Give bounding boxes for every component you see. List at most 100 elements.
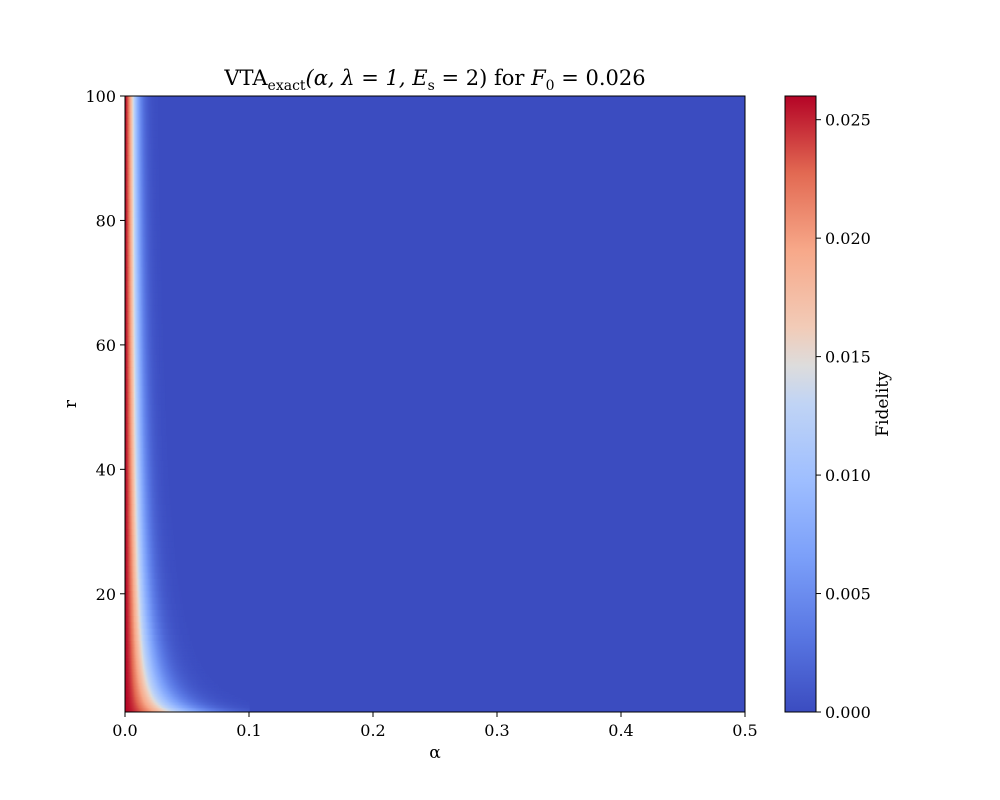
heatmap-cell bbox=[183, 652, 186, 656]
heatmap-cell bbox=[184, 676, 187, 679]
heatmap-cell bbox=[198, 684, 200, 687]
heatmap-cell bbox=[131, 559, 134, 567]
heatmap-cell bbox=[234, 705, 237, 708]
heatmap-cell bbox=[210, 699, 213, 702]
heatmap-cell bbox=[173, 596, 176, 604]
heatmap-cell bbox=[134, 671, 136, 674]
heatmap-cell bbox=[126, 694, 128, 698]
heatmap-cell bbox=[167, 649, 170, 652]
heatmap-cell bbox=[139, 696, 142, 699]
heatmap-cell bbox=[143, 673, 145, 676]
heatmap-cell bbox=[202, 684, 205, 687]
heatmap-cell bbox=[220, 696, 223, 699]
heatmap-cell bbox=[189, 677, 191, 680]
heatmap-cell bbox=[157, 590, 160, 598]
heatmap-cell bbox=[141, 673, 144, 676]
heatmap-cell bbox=[172, 643, 175, 646]
heatmap-cell bbox=[220, 705, 223, 708]
heatmap-cell bbox=[138, 590, 141, 598]
heatmap-cell bbox=[156, 670, 159, 673]
heatmap-cell bbox=[220, 710, 223, 712]
heatmap-cell bbox=[147, 460, 150, 467]
heatmap-cell bbox=[131, 646, 134, 649]
heatmap-cell bbox=[200, 687, 203, 690]
heatmap-cell bbox=[182, 691, 185, 694]
heatmap-cell bbox=[188, 666, 190, 670]
heatmap-cell bbox=[197, 691, 199, 694]
heatmap-cell bbox=[226, 705, 229, 708]
heatmap-cell bbox=[136, 534, 138, 542]
heatmap-cell bbox=[168, 679, 171, 682]
heatmap-cell bbox=[132, 553, 135, 561]
heatmap-cell bbox=[162, 666, 164, 670]
heatmap-cell bbox=[165, 665, 168, 668]
heatmap-cell bbox=[197, 668, 199, 671]
heatmap-cell bbox=[161, 676, 163, 679]
heatmap-cell bbox=[139, 516, 142, 523]
heatmap-cell bbox=[129, 460, 132, 467]
heatmap-cell bbox=[194, 668, 197, 671]
heatmap-cell bbox=[125, 673, 127, 676]
heatmap-cell bbox=[149, 673, 152, 676]
heatmap-cell bbox=[150, 590, 153, 598]
heatmap-cell bbox=[146, 659, 149, 662]
heatmap-cell bbox=[154, 547, 157, 554]
heatmap-cell bbox=[137, 671, 140, 674]
heatmap-cell bbox=[202, 676, 205, 679]
heatmap-cell bbox=[192, 687, 195, 690]
heatmap-cell bbox=[140, 484, 143, 492]
heatmap-cell bbox=[176, 651, 179, 654]
heatmap-cell bbox=[146, 688, 149, 691]
heatmap-cell bbox=[153, 516, 155, 523]
heatmap-cell bbox=[145, 584, 148, 592]
heatmap-cell bbox=[137, 662, 140, 665]
heatmap-cell bbox=[170, 707, 172, 710]
heatmap-cell bbox=[156, 484, 159, 492]
heatmap-cell bbox=[140, 701, 143, 704]
heatmap-cell bbox=[153, 657, 155, 660]
heatmap-cell bbox=[147, 685, 150, 688]
heatmap-cell bbox=[126, 688, 128, 691]
heatmap-cell bbox=[228, 694, 231, 698]
heatmap-cell bbox=[210, 688, 213, 691]
heatmap-cell bbox=[199, 663, 202, 666]
heatmap-cell bbox=[164, 690, 167, 693]
heatmap-cell bbox=[136, 447, 138, 455]
heatmap-cell bbox=[147, 665, 150, 668]
heatmap-cell bbox=[145, 677, 148, 680]
heatmap-cell bbox=[149, 685, 152, 688]
heatmap-cell bbox=[173, 656, 176, 659]
heatmap-cell bbox=[165, 590, 168, 598]
heatmap-cell bbox=[139, 509, 142, 517]
heatmap-cell bbox=[174, 702, 177, 705]
heatmap-cell bbox=[154, 687, 157, 690]
heatmap-cell bbox=[140, 472, 143, 480]
heatmap-cell bbox=[148, 705, 151, 708]
heatmap-cell bbox=[140, 497, 143, 505]
heatmap-cell bbox=[210, 691, 213, 694]
heatmap-cell bbox=[150, 643, 153, 646]
heatmap-cell bbox=[135, 559, 137, 567]
heatmap-cell bbox=[163, 503, 166, 511]
heatmap-cell bbox=[148, 707, 151, 710]
heatmap-cell bbox=[135, 528, 137, 536]
heatmap-cell bbox=[207, 685, 210, 688]
heatmap-cell bbox=[147, 478, 150, 486]
heatmap-cell bbox=[131, 674, 134, 677]
heatmap-cell bbox=[192, 691, 195, 694]
heatmap-cell bbox=[162, 668, 164, 671]
heatmap-cell bbox=[161, 590, 163, 598]
heatmap-cell bbox=[230, 705, 233, 708]
heatmap-cell bbox=[183, 621, 186, 629]
heatmap-cell bbox=[182, 690, 185, 693]
heatmap-cell bbox=[163, 516, 166, 523]
heatmap-cell bbox=[129, 565, 132, 573]
heatmap-cell bbox=[167, 628, 170, 635]
heatmap-cell bbox=[203, 687, 206, 690]
heatmap-cell bbox=[172, 534, 175, 542]
heatmap-cell bbox=[191, 665, 194, 668]
heatmap-cell bbox=[188, 652, 190, 656]
heatmap-cell bbox=[171, 645, 173, 648]
heatmap-cell bbox=[230, 698, 233, 701]
heatmap-cell bbox=[168, 702, 171, 705]
